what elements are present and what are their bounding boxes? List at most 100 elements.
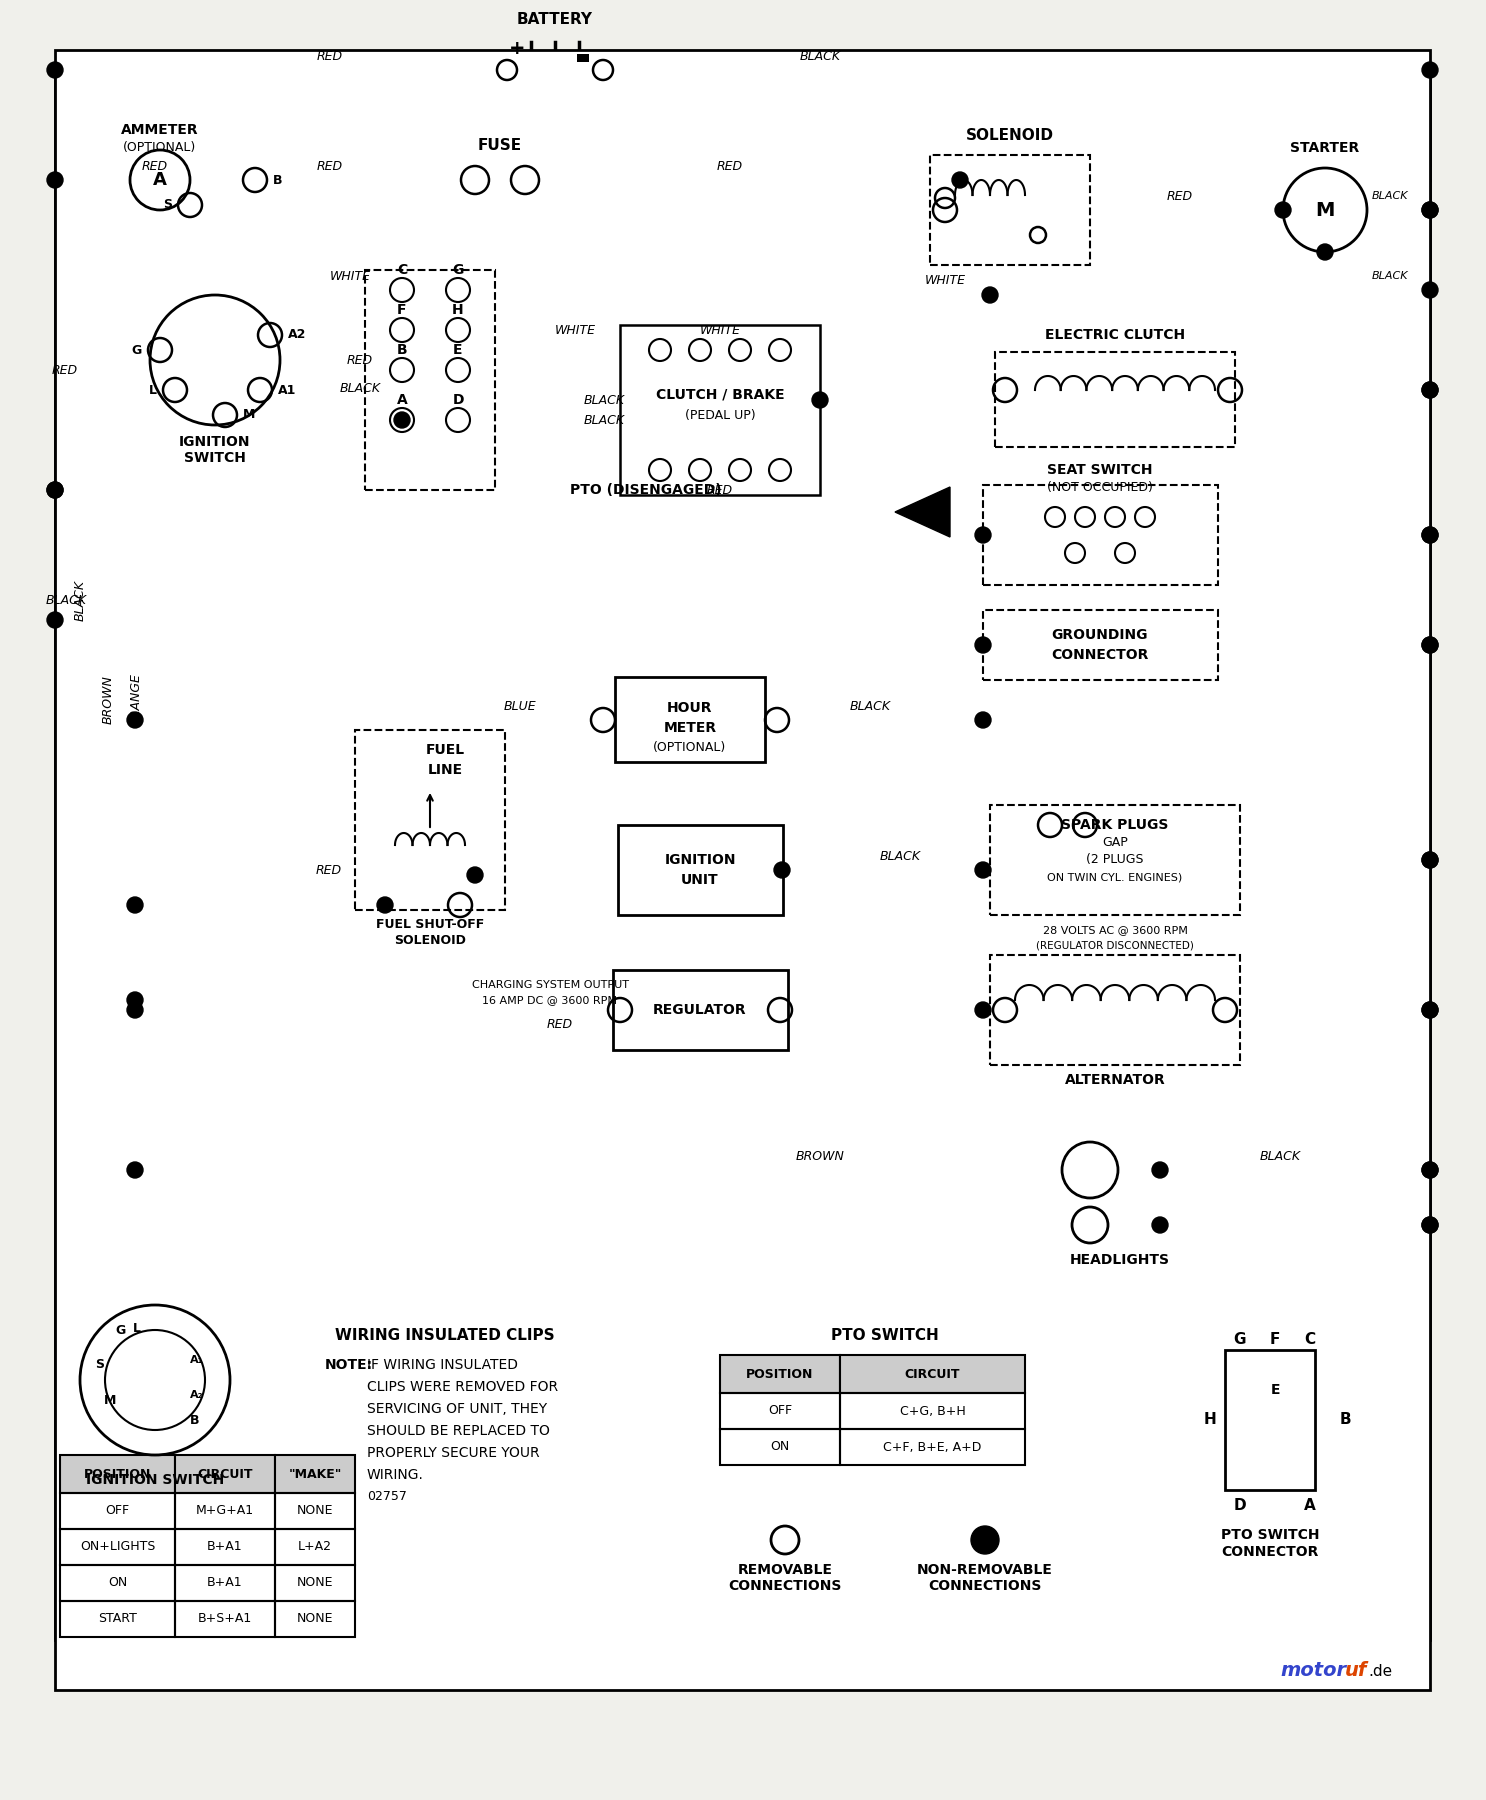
Text: C: C	[1305, 1332, 1315, 1348]
Circle shape	[953, 173, 967, 187]
Bar	[59, 1564, 175, 1600]
Text: BROWN: BROWN	[795, 1150, 844, 1163]
Circle shape	[970, 1526, 999, 1553]
Text: D: D	[1233, 1498, 1247, 1512]
Bar	[996, 353, 1235, 446]
Text: UNIT: UNIT	[681, 873, 719, 887]
Text: M: M	[104, 1393, 116, 1406]
Circle shape	[126, 1003, 143, 1019]
Text: M: M	[244, 409, 256, 421]
Circle shape	[1422, 637, 1438, 653]
Text: BLACK: BLACK	[1372, 191, 1409, 202]
Text: L: L	[134, 1321, 141, 1334]
Bar	[175, 1600, 275, 1636]
Text: A: A	[397, 392, 407, 407]
Circle shape	[1422, 527, 1438, 544]
Text: SOLENOID: SOLENOID	[394, 934, 467, 947]
Text: BLACK: BLACK	[584, 394, 626, 407]
Circle shape	[1422, 382, 1438, 398]
Text: B: B	[397, 344, 407, 356]
Text: BLUE: BLUE	[504, 700, 536, 713]
Text: A2: A2	[288, 328, 306, 342]
Bar	[175, 1564, 275, 1600]
Text: H: H	[1204, 1413, 1217, 1427]
Text: ORANGE: ORANGE	[129, 673, 143, 727]
Bar	[984, 484, 1219, 585]
Text: BLACK: BLACK	[799, 49, 841, 63]
Bar	[355, 731, 505, 911]
Text: BATTERY: BATTERY	[517, 13, 593, 27]
Bar	[175, 1492, 275, 1528]
Circle shape	[1422, 202, 1438, 218]
Text: BLACK: BLACK	[1372, 272, 1409, 281]
Bar	[275, 1600, 355, 1636]
Circle shape	[975, 1003, 991, 1019]
Bar	[721, 1355, 840, 1393]
Circle shape	[126, 1163, 143, 1177]
Text: FUEL: FUEL	[425, 743, 465, 758]
Text: OFF: OFF	[768, 1404, 792, 1418]
Text: IGNITION: IGNITION	[664, 853, 736, 868]
Text: PTO SWITCH: PTO SWITCH	[831, 1328, 939, 1343]
Text: BLACK: BLACK	[584, 414, 626, 427]
Circle shape	[126, 896, 143, 913]
Bar	[840, 1429, 1025, 1465]
Text: METER: METER	[663, 722, 716, 734]
Text: ON: ON	[770, 1440, 789, 1454]
Circle shape	[394, 412, 410, 428]
Text: CIRCUIT: CIRCUIT	[198, 1467, 253, 1480]
Circle shape	[48, 482, 62, 499]
Text: PROPERLY SECURE YOUR: PROPERLY SECURE YOUR	[367, 1445, 539, 1460]
Circle shape	[774, 862, 791, 878]
Circle shape	[1422, 1003, 1438, 1019]
Text: (OPTIONAL): (OPTIONAL)	[654, 742, 727, 754]
Text: E: E	[453, 344, 462, 356]
Text: NOTE:: NOTE:	[325, 1357, 373, 1372]
Text: E: E	[1271, 1382, 1279, 1397]
Text: RED: RED	[317, 864, 342, 877]
Text: HEADLIGHTS: HEADLIGHTS	[1070, 1253, 1169, 1267]
Bar	[721, 1393, 840, 1429]
Text: D: D	[452, 392, 464, 407]
Circle shape	[1422, 382, 1438, 398]
Text: RED: RED	[346, 353, 373, 367]
Text: IGNITION SWITCH: IGNITION SWITCH	[86, 1472, 224, 1487]
Bar	[366, 270, 495, 490]
Text: B+A1: B+A1	[207, 1541, 242, 1553]
Text: (PEDAL UP): (PEDAL UP)	[685, 409, 755, 421]
Text: SEAT SWITCH: SEAT SWITCH	[1048, 463, 1153, 477]
Text: CHARGING SYSTEM OUTPUT: CHARGING SYSTEM OUTPUT	[471, 979, 629, 990]
Text: G: G	[1233, 1332, 1247, 1348]
Text: GAP: GAP	[1103, 837, 1128, 850]
Text: uf: uf	[1345, 1660, 1367, 1679]
Text: A₂: A₂	[190, 1390, 204, 1400]
Bar	[990, 805, 1239, 914]
Text: START: START	[98, 1613, 137, 1625]
Circle shape	[975, 862, 991, 878]
Circle shape	[1422, 1163, 1438, 1177]
Bar	[721, 1429, 840, 1465]
Circle shape	[975, 527, 991, 544]
Text: LINE: LINE	[428, 763, 462, 778]
Circle shape	[48, 482, 62, 499]
Bar	[615, 677, 765, 761]
Circle shape	[126, 713, 143, 727]
Bar	[175, 1528, 275, 1564]
Circle shape	[1152, 1217, 1168, 1233]
Bar	[275, 1492, 355, 1528]
Text: ON+LIGHTS: ON+LIGHTS	[80, 1541, 155, 1553]
Text: RED: RED	[1167, 189, 1193, 203]
Text: B+S+A1: B+S+A1	[198, 1613, 253, 1625]
Text: "MAKE": "MAKE"	[288, 1467, 342, 1480]
Text: WIRING.: WIRING.	[367, 1469, 424, 1481]
Text: RED: RED	[547, 1017, 574, 1030]
Bar	[59, 1492, 175, 1528]
Text: CLUTCH / BRAKE: CLUTCH / BRAKE	[655, 389, 785, 401]
Text: B: B	[190, 1413, 199, 1426]
Text: STARTER: STARTER	[1290, 140, 1360, 155]
Circle shape	[126, 992, 143, 1008]
Text: WHITE: WHITE	[554, 324, 596, 337]
Text: NONE: NONE	[297, 1505, 333, 1517]
Text: BLACK: BLACK	[1260, 1150, 1300, 1163]
Circle shape	[1422, 1217, 1438, 1233]
